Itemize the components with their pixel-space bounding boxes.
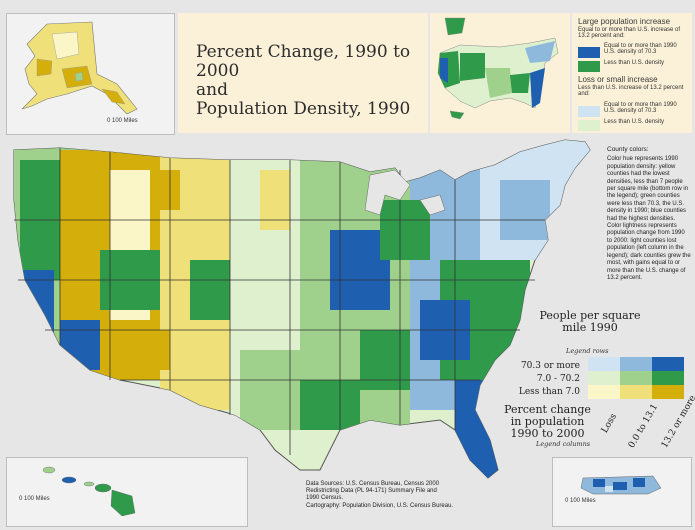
change-legend-note: Legend columns [536, 440, 591, 448]
legend-cell-mid-large [652, 371, 684, 385]
large-increase-item-2 [578, 58, 600, 76]
swatch-light-green [578, 120, 600, 132]
legend-cell-high-small [620, 357, 652, 371]
puerto-rico-scale: 0 100 Miles [565, 498, 596, 504]
alaska-scale: 0 100 Miles [107, 118, 138, 124]
loss-label-2: Less than U.S. density [604, 119, 665, 125]
hawaii-inset: 0 100 Miles [6, 457, 248, 527]
legend-cell-mid-loss [588, 371, 620, 385]
swatch-dark-green [578, 61, 600, 73]
legend-grid [588, 357, 684, 399]
row-label-mid: 7.0 - 70.2 [536, 374, 580, 384]
large-increase-label-1: Equal to or more than 1990 U.S. density … [604, 43, 677, 55]
density-legend-title: People per square mile 1990 [539, 309, 641, 334]
sources-line-2: Redistricting Data (PL 94-171) Summary F… [306, 488, 437, 495]
legend-cell-low-loss [588, 385, 620, 399]
puerto-rico-map [580, 475, 662, 495]
legend-cell-mid-small [620, 371, 652, 385]
row-label-low: Less than 7.0 [518, 387, 580, 397]
swatch-light-blue [578, 106, 600, 118]
legend-cell-low-small [620, 385, 652, 399]
us-inset-map [437, 17, 559, 120]
loss-item-2 [578, 117, 600, 135]
large-increase-item-1 [578, 44, 600, 62]
us-inset [430, 13, 570, 133]
title-line-1: Percent Change, 1990 to 2000 [196, 42, 411, 81]
county-colors-text: Color hue represents 1990 population den… [607, 156, 691, 281]
loss-sub: Less than U.S. increase of 13.2 percent … [578, 85, 684, 97]
hawaii-map [42, 466, 136, 517]
large-increase-label-2: Less than U.S. density [604, 60, 665, 66]
title-line-3: Population Density, 1990 [196, 99, 411, 119]
large-increase-heading: Large population increase [578, 17, 671, 26]
data-sources: Data Sources: U.S. Census Bureau, Census… [306, 481, 453, 510]
loss-heading: Loss or small increase [578, 75, 658, 84]
large-increase-sub: Equal to or more than U.S. increase of 1… [578, 27, 681, 39]
hawaii-scale: 0 100 Miles [19, 496, 50, 502]
swatch-dark-blue [578, 47, 600, 59]
row-label-high: 70.3 or more [520, 361, 580, 371]
alaska-map [21, 21, 138, 115]
alaska-inset: 0 100 Miles [6, 13, 175, 135]
county-colors-note: County colors: Color hue represents 1990… [607, 146, 691, 282]
legend-cell-high-large [652, 357, 684, 371]
loss-item-1 [578, 103, 600, 121]
puerto-rico-inset: 0 100 Miles [552, 457, 692, 527]
inset-legend: Large population increase Equal to or mo… [572, 13, 692, 133]
sources-line-1: Data Sources: U.S. Census Bureau, Census… [306, 481, 440, 487]
county-colors-heading: County colors: [607, 146, 649, 153]
great-lakes [364, 169, 446, 216]
legend-cell-low-large [652, 385, 684, 399]
title-line-2: and [196, 80, 228, 100]
sources-line-3: 1990 Census. [306, 495, 344, 502]
change-legend-title: Percent change in population 1990 to 200… [504, 403, 591, 440]
state-borders [14, 148, 545, 455]
title-block: Percent Change, 1990 to 2000 and Populat… [178, 13, 428, 133]
legend-cell-high-loss [588, 357, 620, 371]
map-title: Percent Change, 1990 to 2000 and Populat… [196, 43, 428, 119]
density-legend-note: Legend rows [566, 347, 609, 355]
sources-line-4: Cartography: Population Division, U.S. C… [306, 502, 454, 509]
loss-label-1: Equal to or more than 1990 U.S. density … [604, 102, 677, 114]
